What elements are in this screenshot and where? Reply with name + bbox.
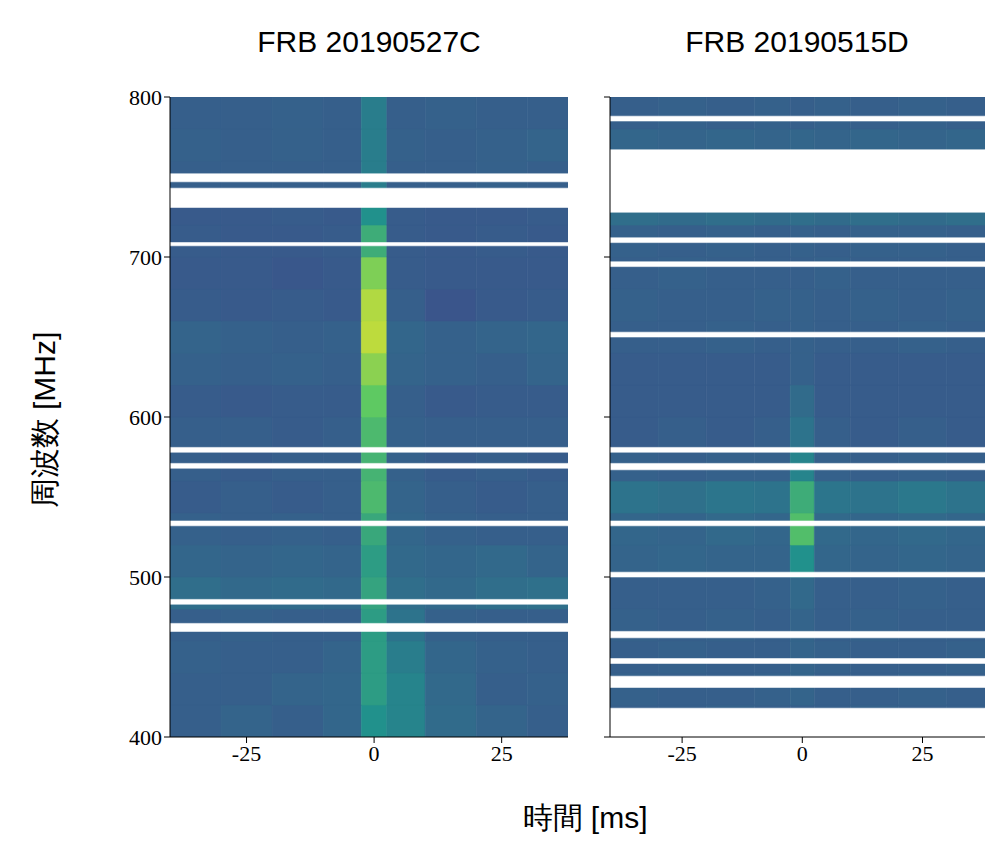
html-text:時間 [ms]: 時間 [ms]: [522, 800, 648, 834]
svg-text:-25: -25: [667, 741, 696, 766]
svg-text:600: 600: [129, 405, 162, 430]
svg-text:0: 0: [797, 741, 808, 766]
svg-text:25: 25: [912, 741, 934, 766]
svg-text:800: 800: [129, 85, 162, 110]
html-text:FRB 20190527C: FRB 20190527C: [257, 25, 481, 58]
html-text:周波数 [MHz]: 周波数 [MHz]: [27, 331, 61, 509]
svg-text:-25: -25: [232, 741, 261, 766]
svg-text:500: 500: [129, 565, 162, 590]
svg-text:25: 25: [491, 741, 513, 766]
html-text:FRB 20190515D: FRB 20190515D: [685, 25, 909, 58]
svg-text:700: 700: [129, 245, 162, 270]
svg-text:400: 400: [129, 725, 162, 750]
svg-text:0: 0: [369, 741, 380, 766]
